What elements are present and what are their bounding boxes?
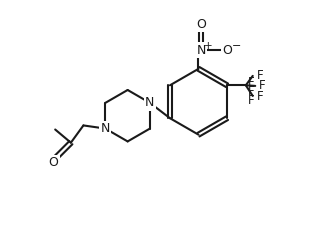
Text: N: N (101, 122, 110, 135)
Text: F: F (257, 69, 263, 82)
Text: F: F (248, 94, 254, 108)
Text: N: N (145, 96, 154, 109)
Text: F: F (257, 90, 263, 103)
Text: N: N (196, 44, 206, 56)
Text: F: F (248, 76, 254, 89)
Text: +: + (204, 41, 212, 51)
Text: −: − (232, 41, 241, 51)
Text: O: O (48, 156, 58, 169)
Text: F: F (259, 79, 266, 92)
Text: O: O (196, 18, 206, 31)
Text: F: F (248, 85, 254, 98)
Text: O: O (222, 44, 232, 56)
